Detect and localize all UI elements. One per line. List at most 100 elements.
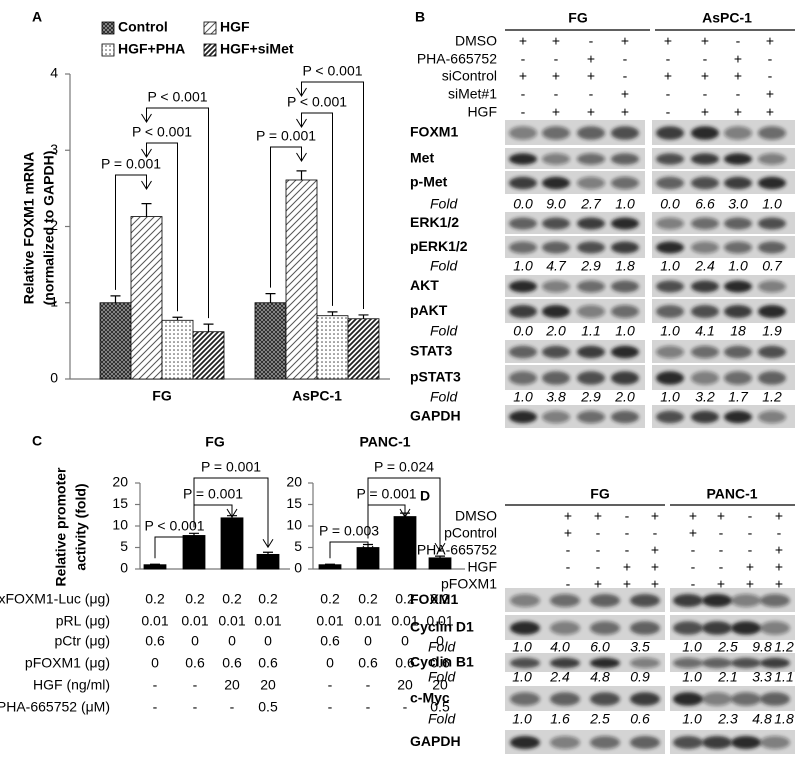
treatment-sign: + — [734, 68, 742, 84]
treatment-sign: - — [666, 51, 671, 67]
treatment-sign: + — [701, 68, 709, 84]
fold-value: 1.9 — [762, 323, 782, 339]
blot-band — [724, 305, 752, 318]
treatment-sign: + — [746, 576, 754, 592]
treatment-sign: + — [623, 559, 631, 575]
blot-strip — [652, 236, 795, 258]
group-header: FG — [590, 486, 610, 502]
fold-value: 1.0 — [660, 389, 680, 405]
treatment-sign: - — [703, 86, 708, 102]
fold-value: 1.8 — [615, 258, 635, 274]
blot-band — [542, 176, 570, 190]
y-tick-label: 15 — [286, 495, 302, 511]
y-axis-label: (normalized to GAPDH) — [41, 151, 57, 306]
blot-band — [758, 217, 786, 230]
treatment-sign: - — [719, 542, 724, 558]
blot-band — [509, 217, 537, 230]
blot-band — [760, 594, 790, 607]
bar — [192, 331, 225, 380]
treatment-sign: + — [664, 33, 672, 49]
blot-band — [510, 692, 540, 706]
cell: 0.6 — [185, 655, 205, 671]
fold-value: 1.8 — [774, 711, 794, 727]
treatment-sign: - — [566, 559, 571, 575]
bar — [220, 517, 244, 570]
fold-label: Fold — [430, 389, 458, 405]
treatment-sign: - — [623, 51, 628, 67]
y-tick-label: 5 — [120, 538, 128, 554]
blot-band — [550, 621, 580, 635]
blot-band — [509, 241, 537, 254]
blot-band — [702, 594, 732, 607]
blot-band — [542, 126, 570, 140]
cell: 0 — [364, 633, 372, 649]
treatment-sign: - — [596, 542, 601, 558]
fold-value: 1.0 — [512, 711, 532, 727]
treatment-sign: - — [566, 542, 571, 558]
blot-band — [611, 241, 639, 254]
cell: 20 — [432, 677, 448, 693]
error-bar — [110, 295, 121, 303]
fold-value: 9.8 — [752, 639, 772, 655]
blot-band — [510, 594, 540, 607]
treatment-sign: + — [717, 576, 725, 592]
fold-value: 1.0 — [615, 196, 635, 212]
treatment-sign: + — [587, 68, 595, 84]
blot-label: AKT — [410, 277, 439, 293]
blot-strip — [505, 340, 645, 363]
blot-strip — [652, 212, 795, 234]
cell: 0.6 — [395, 655, 415, 671]
legend-label: HGF+PHA — [118, 41, 185, 57]
y-tick-label: 1 — [50, 293, 58, 309]
chart-title: PANC-1 — [359, 434, 410, 450]
treatment-sign: + — [552, 68, 560, 84]
blot-strip — [505, 405, 645, 428]
treatment-sign: + — [689, 525, 697, 541]
cell: 0.6 — [258, 655, 278, 671]
blot-band — [691, 176, 719, 190]
blot-band — [630, 594, 660, 607]
bar — [428, 557, 452, 570]
blot-band — [731, 621, 761, 635]
blot-band — [656, 410, 684, 424]
cell: - — [153, 677, 158, 693]
y-tick-label: 10 — [286, 517, 302, 533]
blot-band — [758, 305, 786, 318]
cell: 0.2 — [145, 591, 165, 607]
cell: 0.01 — [316, 613, 343, 629]
error-bar — [263, 551, 273, 555]
error-bar — [296, 170, 307, 180]
blot-strip — [505, 171, 645, 194]
blot-strip — [505, 148, 645, 169]
significance-bracket — [296, 112, 333, 306]
cell: 20 — [224, 677, 240, 693]
fold-value: 2.1 — [717, 669, 737, 685]
blot-band — [542, 153, 570, 165]
blot-band — [731, 692, 761, 706]
row-label: PHA-665752 (μM) — [0, 699, 110, 715]
cell: 0.6 — [145, 633, 165, 649]
blot-band — [577, 280, 605, 293]
x-tick-label: FG — [152, 388, 172, 404]
cell: - — [328, 677, 333, 693]
blot-band — [702, 736, 732, 749]
blot-band — [611, 217, 639, 230]
blot-band — [577, 371, 605, 385]
cell: 0.2 — [258, 591, 278, 607]
blot-band — [760, 621, 790, 635]
p-value: P = 0.001 — [201, 459, 261, 475]
bar — [143, 564, 167, 570]
cell: 0.6 — [430, 655, 450, 671]
error-bar — [265, 293, 276, 303]
row-label: HGF (ng/ml) — [33, 677, 110, 693]
blot-band — [577, 153, 605, 165]
blot-band — [758, 126, 786, 140]
fold-value: 3.5 — [630, 639, 650, 655]
blot-band — [510, 736, 540, 749]
fold-value: 2.7 — [580, 196, 602, 212]
blot-band — [702, 692, 732, 706]
blot-band — [656, 345, 684, 359]
blot-band — [724, 126, 752, 140]
fold-value: 2.9 — [580, 258, 601, 274]
